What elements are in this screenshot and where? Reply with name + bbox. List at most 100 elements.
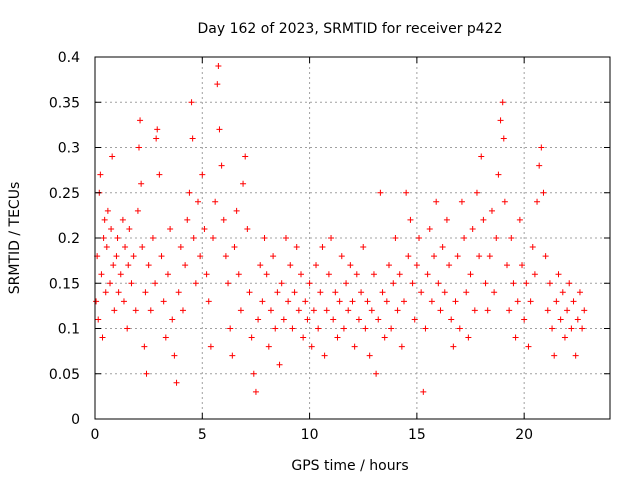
data-point xyxy=(534,198,541,205)
data-point xyxy=(227,325,234,332)
data-point xyxy=(154,126,161,133)
data-point xyxy=(167,225,174,232)
data-point xyxy=(189,135,196,142)
data-point xyxy=(396,271,403,278)
data-point xyxy=(216,126,223,133)
data-point xyxy=(175,289,182,296)
data-point xyxy=(162,334,169,341)
data-point xyxy=(388,325,395,332)
y-tick-label: 0.1 xyxy=(58,322,80,338)
data-point xyxy=(179,307,186,314)
data-point xyxy=(134,207,141,214)
data-point xyxy=(392,235,399,241)
data-point xyxy=(276,361,283,368)
data-point xyxy=(115,289,122,296)
data-point xyxy=(152,280,159,287)
data-point xyxy=(257,262,264,269)
data-point xyxy=(298,271,304,278)
data-point xyxy=(473,189,480,196)
data-point xyxy=(407,216,414,223)
data-point xyxy=(319,244,326,251)
data-point xyxy=(220,216,227,223)
data-point xyxy=(521,316,528,323)
data-point xyxy=(203,271,210,278)
chart-title: Day 162 of 2023, SRMTID for receiver p42… xyxy=(197,21,502,37)
data-point xyxy=(252,388,259,395)
data-point xyxy=(114,235,121,241)
data-point xyxy=(403,189,410,196)
data-point xyxy=(244,225,251,232)
data-point xyxy=(199,171,206,178)
data-point xyxy=(476,253,483,260)
y-axis-title: SRMTID / TECUs xyxy=(7,182,23,295)
data-point xyxy=(231,244,238,251)
data-point xyxy=(107,280,114,287)
data-point xyxy=(454,253,461,260)
data-point xyxy=(461,235,468,241)
data-point xyxy=(122,244,129,251)
data-point xyxy=(377,189,384,196)
data-point xyxy=(551,352,558,359)
data-points xyxy=(93,63,588,395)
data-point xyxy=(581,307,588,314)
data-point xyxy=(304,316,311,323)
data-point xyxy=(401,298,407,305)
data-point xyxy=(420,388,427,395)
y-tick-label: 0.15 xyxy=(49,276,80,292)
data-point xyxy=(471,307,478,314)
data-point xyxy=(143,370,150,377)
data-point xyxy=(142,289,149,296)
data-point xyxy=(104,207,111,214)
data-point xyxy=(370,271,377,278)
data-point xyxy=(182,262,189,269)
data-point xyxy=(282,235,289,241)
data-point xyxy=(93,298,100,305)
data-point xyxy=(233,207,240,214)
data-point xyxy=(124,325,131,332)
data-point xyxy=(525,343,532,350)
data-point xyxy=(353,271,360,278)
data-point xyxy=(267,307,274,314)
data-point xyxy=(111,307,118,314)
data-point xyxy=(308,343,315,350)
data-point xyxy=(373,370,380,377)
data-point xyxy=(160,298,167,305)
data-point xyxy=(287,262,294,269)
data-point xyxy=(579,325,586,332)
data-point xyxy=(499,99,506,106)
data-point xyxy=(439,244,446,251)
data-point xyxy=(128,280,135,287)
data-point xyxy=(531,271,538,278)
data-point xyxy=(328,235,335,241)
data-point xyxy=(205,298,212,305)
data-point xyxy=(274,289,281,296)
data-point xyxy=(435,280,442,287)
y-tick-label: 0.3 xyxy=(58,141,80,157)
data-point xyxy=(250,370,257,377)
data-point xyxy=(480,216,487,223)
data-point xyxy=(343,280,350,287)
data-point xyxy=(190,235,197,241)
data-point xyxy=(215,63,222,70)
data-point xyxy=(156,171,163,178)
data-point xyxy=(101,216,108,223)
data-point xyxy=(379,289,386,296)
data-point xyxy=(452,298,459,305)
data-point xyxy=(99,334,106,341)
data-point xyxy=(103,244,110,251)
data-point xyxy=(315,325,322,332)
data-point xyxy=(149,235,156,241)
data-point xyxy=(102,289,109,296)
data-point xyxy=(173,379,180,386)
data-point xyxy=(564,307,571,314)
data-point xyxy=(207,343,214,350)
data-point xyxy=(293,244,300,251)
data-point xyxy=(519,262,526,269)
data-point xyxy=(501,198,508,205)
data-point xyxy=(456,325,463,332)
data-point xyxy=(540,189,547,196)
data-point xyxy=(495,171,502,178)
data-point xyxy=(120,298,127,305)
data-point xyxy=(248,334,255,341)
data-point xyxy=(458,198,465,205)
